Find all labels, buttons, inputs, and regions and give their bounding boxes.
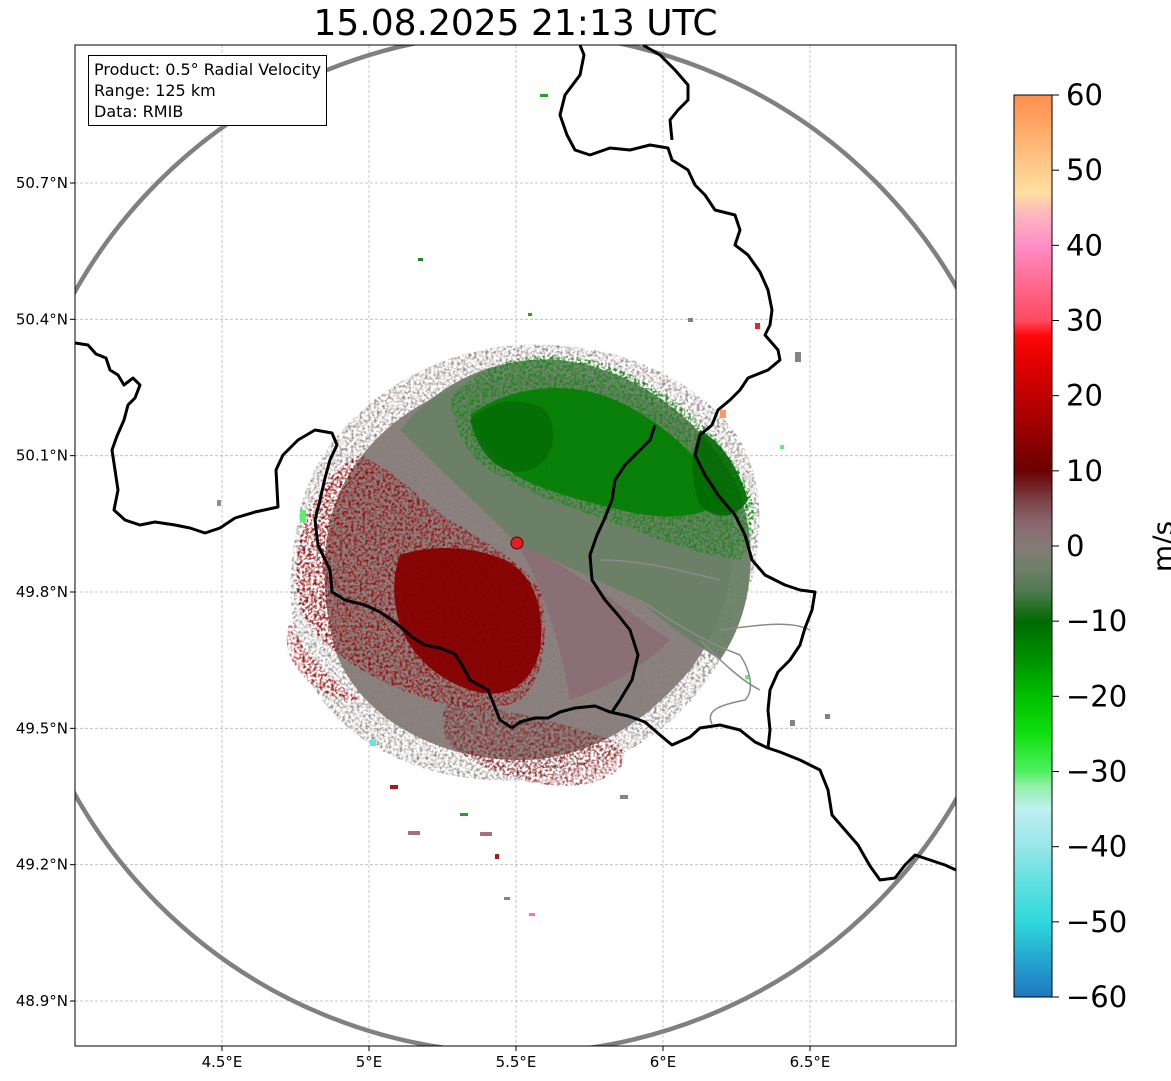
colorbar-tick-label: 60 bbox=[1066, 78, 1103, 112]
product-label: Product: 0.5° Radial Velocity bbox=[94, 60, 322, 79]
colorbar-tick-label: 30 bbox=[1066, 304, 1103, 338]
admin-borders bbox=[599, 559, 811, 725]
lat-tick-label: 50.7°N bbox=[16, 174, 68, 192]
lat-tick-label: 50.1°N bbox=[16, 447, 68, 465]
longitude-ticks: 4.5°E 5°E 5.5°E 6°E 6.5°E bbox=[202, 1046, 831, 1071]
lat-tick-label: 49.2°N bbox=[16, 856, 68, 874]
range-label: Range: 125 km bbox=[94, 81, 216, 100]
colorbar bbox=[1013, 94, 1053, 998]
colorbar-tick-label: 10 bbox=[1066, 454, 1103, 488]
colorbar-tick-label: −50 bbox=[1066, 905, 1127, 939]
lat-tick-label: 50.4°N bbox=[16, 310, 68, 328]
data-source-label: Data: RMIB bbox=[94, 102, 184, 121]
colorbar-tick-label: −40 bbox=[1066, 830, 1127, 864]
colorbar-tick-label: 0 bbox=[1066, 529, 1084, 563]
colorbar-label: m/s bbox=[1146, 520, 1171, 573]
lon-tick-label: 5°E bbox=[356, 1053, 383, 1071]
lon-tick-label: 5.5°E bbox=[496, 1053, 537, 1071]
colorbar-tick-label: −30 bbox=[1066, 755, 1127, 789]
colorbar-tick-label: 40 bbox=[1066, 228, 1103, 262]
radar-site-marker bbox=[510, 536, 524, 550]
lat-tick-label: 48.9°N bbox=[16, 992, 68, 1010]
lat-tick-label: 49.5°N bbox=[16, 719, 68, 737]
product-info-box: Product: 0.5° Radial Velocity Range: 125… bbox=[88, 55, 328, 126]
country-borders bbox=[75, 45, 956, 882]
lat-tick-label: 49.8°N bbox=[16, 583, 68, 601]
colorbar-tick-label: 50 bbox=[1066, 153, 1103, 187]
colorbar-tick-label: −60 bbox=[1066, 980, 1127, 1014]
colorbar-ticks: 60 50 40 30 20 10 0 −10 −20 −30 −40 −50 −60 bbox=[1052, 78, 1127, 1014]
lon-tick-label: 6.5°E bbox=[790, 1053, 831, 1071]
colorbar-tick-label: 20 bbox=[1066, 379, 1103, 413]
latitude-ticks: 50.7°N 50.4°N 50.1°N 49.8°N 49.5°N 49.2°N 48.9… bbox=[16, 174, 75, 1010]
map-title: 15.08.2025 21:13 UTC bbox=[313, 3, 718, 44]
lon-tick-label: 4.5°E bbox=[202, 1053, 243, 1071]
colorbar-tick-label: −10 bbox=[1066, 604, 1127, 638]
radial-velocity-field bbox=[217, 94, 830, 916]
lon-tick-label: 6°E bbox=[650, 1053, 677, 1071]
colorbar-tick-label: −20 bbox=[1066, 679, 1127, 713]
